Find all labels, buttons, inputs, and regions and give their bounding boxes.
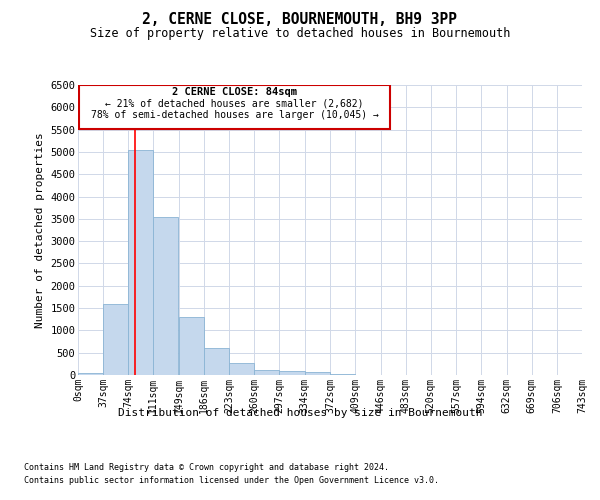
Bar (280, 371, 305, 375)
Text: Contains public sector information licensed under the Open Government Licence v3: Contains public sector information licen… (24, 476, 439, 485)
Bar (204, 348, 229, 375)
Bar (103, 304, 128, 375)
Bar (305, 372, 329, 375)
Text: 2 CERNE CLOSE: 84sqm: 2 CERNE CLOSE: 84sqm (172, 87, 297, 97)
Text: Size of property relative to detached houses in Bournemouth: Size of property relative to detached ho… (90, 28, 510, 40)
Bar (179, 317, 204, 375)
Bar (153, 216, 178, 375)
Bar (254, 370, 280, 375)
Bar (229, 362, 254, 375)
Text: ← 21% of detached houses are smaller (2,682): ← 21% of detached houses are smaller (2,… (106, 98, 364, 108)
Bar (128, 150, 153, 375)
Bar (78, 373, 103, 375)
Y-axis label: Number of detached properties: Number of detached properties (35, 132, 44, 328)
Text: 2, CERNE CLOSE, BOURNEMOUTH, BH9 3PP: 2, CERNE CLOSE, BOURNEMOUTH, BH9 3PP (143, 12, 458, 28)
Text: Contains HM Land Registry data © Crown copyright and database right 2024.: Contains HM Land Registry data © Crown c… (24, 462, 389, 471)
Bar (79, 86, 390, 128)
Text: 78% of semi-detached houses are larger (10,045) →: 78% of semi-detached houses are larger (… (91, 110, 379, 120)
Text: Distribution of detached houses by size in Bournemouth: Distribution of detached houses by size … (118, 408, 482, 418)
Bar (331, 374, 355, 375)
